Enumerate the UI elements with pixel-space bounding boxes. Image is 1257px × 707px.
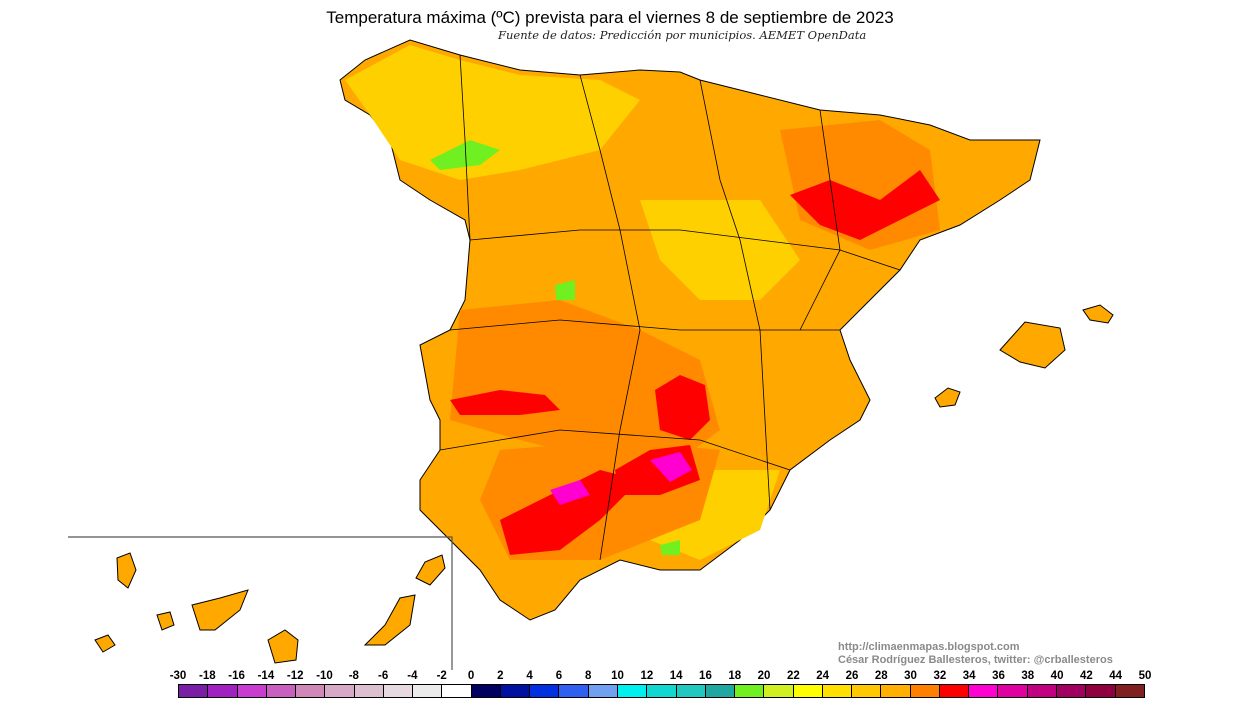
legend-swatch xyxy=(588,685,618,697)
legend-swatch xyxy=(969,685,999,697)
legend-label: 32 xyxy=(933,670,947,682)
credits: http://climaenmapas.blogspot.com César R… xyxy=(838,641,1113,667)
legend-label: -2 xyxy=(436,670,447,682)
legend-label: 14 xyxy=(669,670,683,682)
legend-swatch xyxy=(881,685,911,697)
legend-label: -4 xyxy=(407,670,418,682)
menorca xyxy=(1082,304,1114,324)
legend-label: 30 xyxy=(904,670,917,682)
legend-swatch xyxy=(354,685,384,697)
legend-label: 40 xyxy=(1050,670,1064,682)
legend-swatch xyxy=(852,685,882,697)
legend-label: 42 xyxy=(1079,670,1093,682)
legend-label: -8 xyxy=(348,670,359,682)
legend-swatch xyxy=(647,685,677,697)
legend-label: 24 xyxy=(816,670,830,682)
legend-swatch xyxy=(617,685,648,697)
legend-swatch xyxy=(822,685,853,697)
legend-label: -18 xyxy=(198,670,216,682)
legend-swatch xyxy=(471,685,501,697)
legend-swatch xyxy=(998,685,1028,697)
legend-swatch xyxy=(325,685,355,697)
temperature-zones xyxy=(345,45,940,560)
legend-label: -14 xyxy=(257,670,275,682)
legend-label: 26 xyxy=(845,670,859,682)
legend-swatch xyxy=(793,685,823,697)
legend-label: 8 xyxy=(585,670,592,682)
legend-swatch xyxy=(1056,685,1087,697)
legend-swatch xyxy=(705,685,736,697)
canary-inset xyxy=(68,536,453,670)
legend-swatch xyxy=(383,685,414,697)
legend-label: -30 xyxy=(169,670,187,682)
legend-swatch xyxy=(500,685,531,697)
legend-swatch xyxy=(237,685,267,697)
legend-swatch xyxy=(530,685,560,697)
legend-swatch xyxy=(735,685,765,697)
legend-swatch xyxy=(559,685,589,697)
legend-label: -6 xyxy=(377,670,389,682)
legend-label: -16 xyxy=(228,670,245,682)
legend-label: 4 xyxy=(526,670,533,682)
legend-swatch xyxy=(1027,685,1057,697)
legend-label: 38 xyxy=(1021,670,1035,682)
legend-label: 22 xyxy=(786,670,800,682)
map-title: Temperatura máxima (ºC) prevista para el… xyxy=(326,8,894,27)
balearic-islands xyxy=(934,304,1114,408)
color-legend: -30 -18 -16 -14 -12 -10 -8 -6 -4 -2 0 2 4 6 8 10 12 14 16 1… xyxy=(170,670,1151,700)
legend-label: 28 xyxy=(874,670,888,682)
legend-label: -12 xyxy=(286,670,304,682)
legend-swatch xyxy=(1086,685,1116,697)
legend-label: 2 xyxy=(497,670,504,682)
legend-label: 6 xyxy=(555,670,563,682)
legend-swatch xyxy=(442,685,472,697)
legend-label: 20 xyxy=(757,670,771,682)
legend-swatch xyxy=(910,685,940,697)
legend-swatch xyxy=(179,685,209,697)
legend-swatch xyxy=(676,685,706,697)
legend-label: 44 xyxy=(1109,670,1123,682)
legend-label: -10 xyxy=(316,670,333,682)
legend-swatch xyxy=(266,685,297,697)
legend-swatch xyxy=(296,685,326,697)
legend-swatch xyxy=(764,685,794,697)
ibiza xyxy=(934,387,961,408)
legend-label: 0 xyxy=(467,670,475,682)
legend-label: 50 xyxy=(1138,670,1152,682)
legend-swatch xyxy=(1115,685,1144,697)
legend-label: 36 xyxy=(992,670,1005,682)
legend-bar xyxy=(178,684,1145,698)
legend-swatch xyxy=(939,685,970,697)
legend-swatch xyxy=(413,685,443,697)
credits-url[interactable]: http://climaenmapas.blogspot.com xyxy=(838,641,1020,653)
province-borders xyxy=(439,54,901,561)
legend-label: 16 xyxy=(699,670,712,682)
legend-label: 12 xyxy=(640,670,654,682)
map-subtitle: Fuente de datos: Predicción por municipi… xyxy=(498,28,867,42)
credits-author: César Rodríguez Ballesteros, twitter: @c… xyxy=(838,654,1113,666)
legend-swatch xyxy=(208,685,238,697)
legend-label: 18 xyxy=(728,670,742,682)
legend-label: 10 xyxy=(611,670,624,682)
legend-label: 34 xyxy=(962,670,976,682)
mallorca xyxy=(999,321,1066,369)
